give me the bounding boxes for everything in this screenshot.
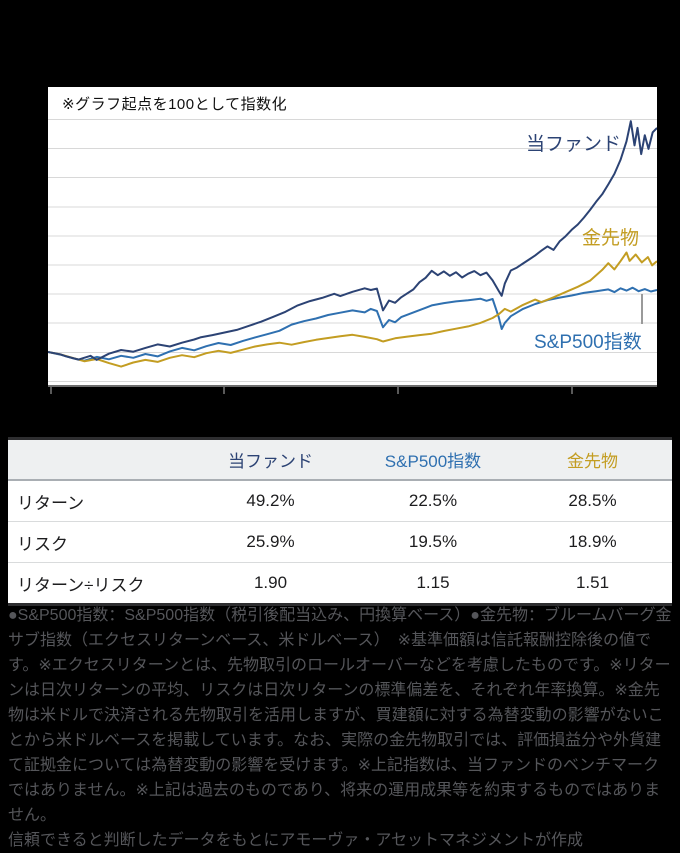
table-row: リターン 49.2% 22.5% 28.5% — [8, 481, 672, 522]
value-rdr-gold: 1.51 — [575, 573, 610, 592]
row-label-return: リターン — [17, 493, 85, 513]
series-label-gold: 金先物 — [582, 228, 640, 249]
series-label-fund: 当ファンド — [526, 134, 622, 155]
sp500-leader-line — [641, 294, 643, 324]
row-label-return-div-risk: リターン÷リスク — [17, 575, 145, 595]
value-return-gold: 28.5% — [568, 491, 617, 510]
value-rdr-sp500: 1.15 — [416, 573, 450, 592]
value-rdr-fund: 1.90 — [253, 573, 288, 592]
table-header-row: 当ファンド S&P500指数 金先物 — [8, 440, 672, 481]
value-risk-sp500: 19.5% — [408, 532, 458, 551]
table-row: リターン÷リスク 1.90 1.15 1.51 — [8, 563, 672, 603]
chart-line-sp500 — [48, 286, 657, 362]
credit-text: 信頼できると判断したデータをもとにアモーヴァ・アセットマネジメントが作成 — [8, 832, 584, 849]
performance-line-chart — [48, 120, 657, 368]
chart-line-gold — [48, 251, 657, 368]
value-return-sp500: 22.5% — [408, 491, 458, 510]
chart-line-fund — [48, 120, 657, 361]
x-axis-tick — [571, 387, 573, 394]
footnote-text: ●S&P500指数：S&P500指数（税引後配当込み、円換算ベース）●金先物：ブ… — [8, 607, 672, 824]
row-label-risk: リスク — [17, 534, 68, 554]
table-row: リスク 25.9% 19.5% 18.9% — [8, 522, 672, 563]
header-cell-fund: 当ファンド — [228, 452, 313, 471]
value-risk-gold: 18.9% — [568, 532, 617, 551]
x-axis-tick — [50, 387, 52, 394]
value-return-fund: 49.2% — [246, 491, 295, 510]
x-axis-tick — [223, 387, 225, 394]
chart-gridlines — [48, 119, 657, 382]
page-root: { "chart": { "note": "※グラフ起点を100として指数化",… — [8, 87, 672, 849]
performance-stats-table: 当ファンド S&P500指数 金先物 リターン 49.2% 22.5% 28.5… — [8, 437, 672, 606]
series-label-sp500: S&P500指数 — [534, 332, 642, 353]
chart-index-note: ※グラフ起点を100として指数化 — [62, 96, 288, 113]
x-axis-tick — [397, 387, 399, 394]
footnote-block: ●S&P500指数：S&P500指数（税引後配当込み、円換算ベース）●金先物：ブ… — [8, 603, 674, 853]
header-cell-gold: 金先物 — [567, 452, 618, 471]
header-cell-sp500: S&P500指数 — [384, 452, 482, 471]
performance-chart-panel: ※グラフ起点を100として指数化 当ファンド 金先物 S&P500指数 — [48, 87, 657, 394]
value-risk-fund: 25.9% — [246, 532, 295, 551]
